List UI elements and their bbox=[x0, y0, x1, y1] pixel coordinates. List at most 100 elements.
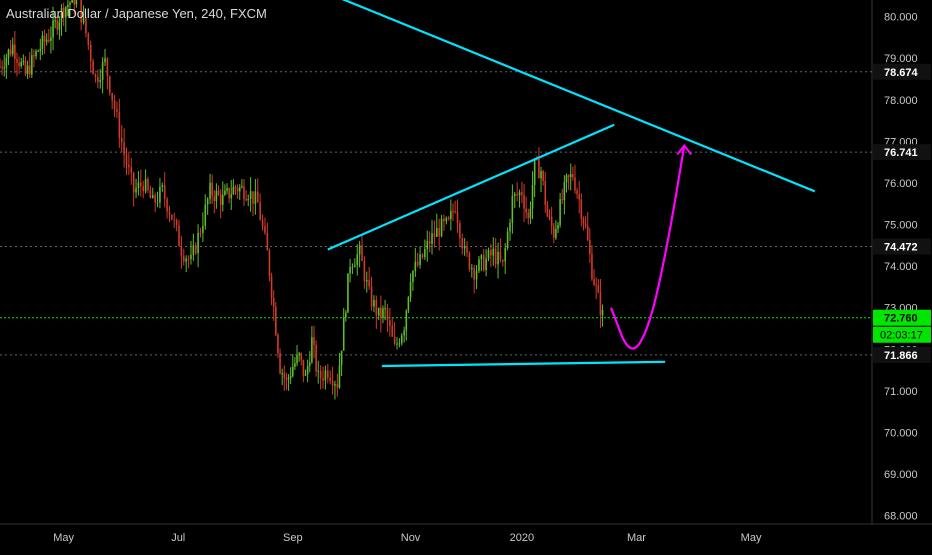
y-tick-label: 69.000 bbox=[884, 469, 918, 481]
candle-body bbox=[440, 218, 443, 237]
candle-body bbox=[540, 171, 542, 179]
candle-body bbox=[54, 20, 56, 22]
candle-body bbox=[245, 199, 247, 201]
candle-body bbox=[342, 317, 345, 351]
candle-body bbox=[582, 218, 585, 224]
candle-body bbox=[313, 337, 315, 345]
candle-body bbox=[285, 377, 288, 380]
candle-body bbox=[384, 308, 386, 310]
candle-body bbox=[435, 227, 438, 237]
candle-body bbox=[256, 191, 259, 203]
candle-body bbox=[336, 384, 339, 388]
candle-body bbox=[326, 370, 329, 378]
candle-body bbox=[580, 199, 583, 219]
candle-body bbox=[197, 232, 199, 254]
x-tick-label: Jul bbox=[171, 532, 185, 544]
candle-body bbox=[135, 188, 137, 193]
candle-body bbox=[287, 377, 290, 380]
candle-body bbox=[559, 199, 561, 226]
candle-body bbox=[75, 0, 78, 5]
candle-body bbox=[254, 191, 257, 204]
candle-body bbox=[187, 258, 190, 260]
candle-body bbox=[104, 58, 106, 63]
candle-body bbox=[125, 154, 128, 165]
level-label-box bbox=[873, 144, 931, 161]
chart-title: Australian Dollar / Japanese Yen, 240, F… bbox=[6, 6, 267, 21]
candle-body bbox=[147, 179, 149, 191]
candle-body bbox=[487, 249, 490, 259]
candle-body bbox=[228, 188, 230, 199]
candle-body bbox=[473, 268, 475, 280]
candle-body bbox=[289, 376, 292, 378]
candle-body bbox=[492, 248, 495, 256]
candle-body bbox=[506, 231, 509, 249]
candle-body bbox=[468, 252, 471, 270]
candle-body bbox=[389, 320, 391, 326]
candle-body bbox=[168, 211, 171, 215]
trendline-support[interactable] bbox=[381, 360, 666, 368]
candle-body bbox=[171, 214, 173, 220]
candle-body bbox=[128, 164, 130, 168]
candle-body bbox=[47, 39, 50, 41]
projection-curve[interactable] bbox=[610, 145, 686, 350]
candle-body bbox=[466, 246, 468, 253]
candle-body bbox=[261, 219, 264, 227]
candle-body bbox=[73, 0, 76, 5]
candle-body bbox=[589, 239, 591, 255]
candle-body bbox=[480, 255, 483, 260]
candle-body bbox=[291, 366, 294, 377]
candle-body bbox=[22, 60, 25, 62]
candle-body bbox=[270, 276, 273, 299]
candle-body bbox=[533, 158, 536, 185]
candle-body bbox=[144, 179, 147, 192]
candle-body bbox=[386, 308, 389, 321]
candle-body bbox=[232, 187, 235, 195]
candle-body bbox=[403, 330, 405, 336]
candle-body bbox=[56, 20, 59, 30]
candle-body bbox=[567, 175, 570, 177]
candle-body bbox=[163, 185, 166, 200]
candle-body bbox=[354, 265, 356, 268]
candle-body bbox=[334, 384, 336, 386]
trendline-rising-line[interactable] bbox=[327, 123, 615, 251]
candle-body bbox=[80, 0, 82, 23]
candle-body bbox=[461, 238, 464, 249]
candle-body bbox=[576, 190, 578, 195]
level-label: 71.866 bbox=[884, 350, 918, 362]
candle-body bbox=[396, 343, 398, 345]
candle-body bbox=[154, 195, 156, 203]
candle-body bbox=[194, 245, 197, 254]
trendline-upper-resistance[interactable] bbox=[283, 0, 816, 193]
candle-body bbox=[361, 245, 363, 261]
candle-body bbox=[234, 187, 237, 189]
candle-body bbox=[454, 211, 456, 213]
candle-body bbox=[35, 51, 37, 57]
candle-body bbox=[16, 59, 18, 63]
candle-body bbox=[283, 373, 286, 378]
candle-body bbox=[414, 261, 417, 272]
candle-body bbox=[173, 219, 176, 221]
candle-body bbox=[185, 258, 187, 262]
candle-body bbox=[306, 366, 309, 375]
candle-body bbox=[180, 246, 183, 257]
x-tick-label: May bbox=[53, 532, 74, 544]
candle-body bbox=[92, 61, 94, 75]
candle-body bbox=[409, 282, 412, 298]
candle-body bbox=[275, 307, 277, 335]
candle-body bbox=[445, 217, 448, 222]
candle-body bbox=[52, 20, 54, 38]
candle-body bbox=[264, 226, 266, 233]
candle-body bbox=[190, 254, 192, 260]
candle-body bbox=[140, 182, 142, 187]
candle-body bbox=[266, 232, 269, 251]
candle-body bbox=[595, 284, 597, 286]
candle-body bbox=[89, 44, 92, 62]
candle-body bbox=[407, 297, 410, 311]
candle-body bbox=[565, 175, 568, 183]
candle-body bbox=[236, 187, 239, 192]
candle-body bbox=[393, 336, 396, 344]
candle-body bbox=[538, 158, 540, 179]
candle-body bbox=[159, 186, 161, 203]
